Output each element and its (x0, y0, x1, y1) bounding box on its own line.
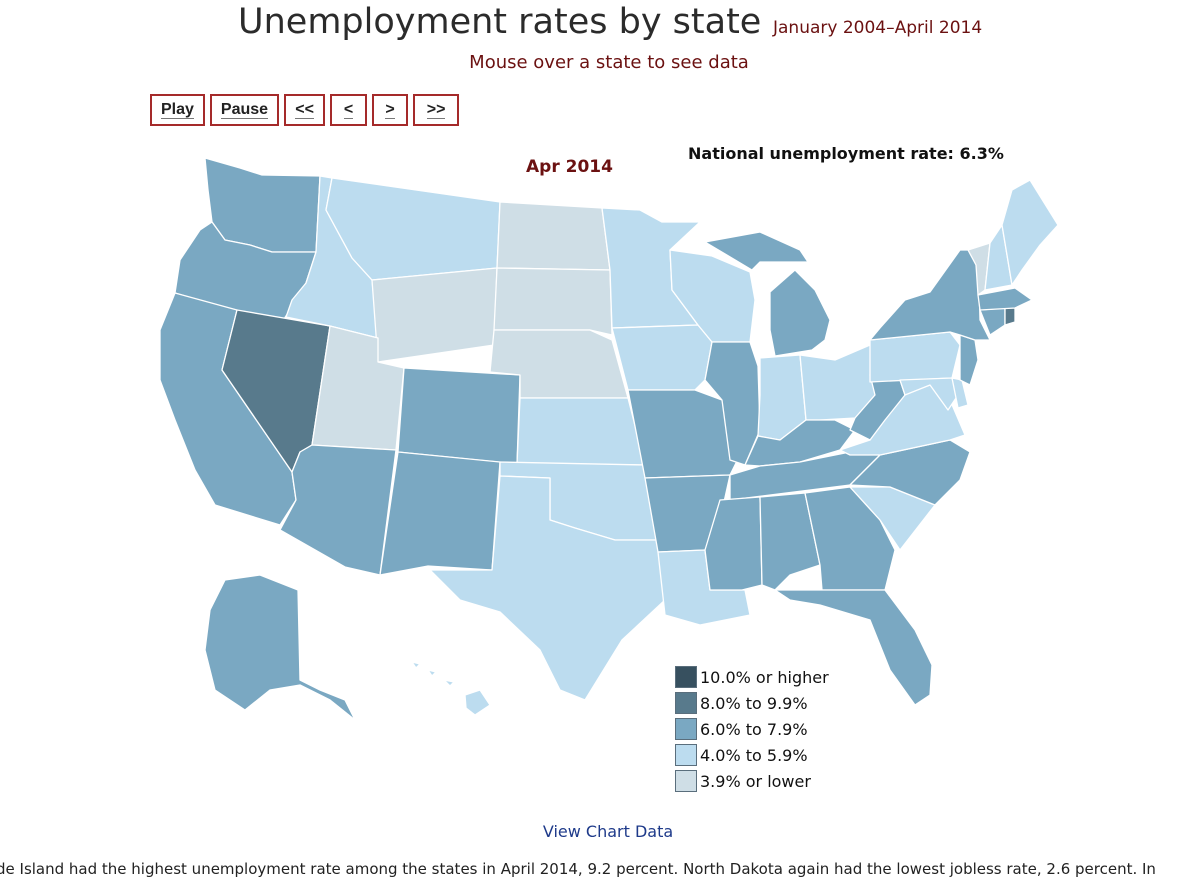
current-month-label: Apr 2014 (526, 157, 613, 177)
page-title: Unemployment rates by state (238, 2, 762, 42)
legend-swatch (675, 744, 697, 766)
instruction-text: Mouse over a state to see data (469, 52, 749, 73)
state-new-york[interactable] (869, 249, 991, 341)
play-button[interactable]: Play (150, 94, 205, 126)
state-alaska[interactable] (204, 574, 356, 721)
legend-row-6-to-7-9: 6.0% to 7.9% (675, 716, 829, 742)
legend-label: 6.0% to 7.9% (700, 719, 808, 739)
state-south-dakota[interactable] (493, 267, 613, 336)
last-button[interactable]: >> (413, 94, 460, 126)
state-florida[interactable] (774, 589, 933, 706)
state-iowa[interactable] (611, 324, 713, 391)
last-button-label: >> (426, 101, 446, 119)
next-button-label: > (385, 101, 395, 119)
playback-controls: Play Pause << < > >> (150, 94, 460, 126)
next-button[interactable]: > (372, 94, 409, 126)
legend-label: 4.0% to 5.9% (700, 745, 808, 765)
legend-swatch (675, 692, 697, 714)
footer-text: de Island had the highest unemployment r… (0, 860, 1156, 878)
state-wyoming[interactable] (371, 267, 498, 363)
state-new-jersey[interactable] (959, 334, 979, 386)
legend-row-8-to-9-9: 8.0% to 9.9% (675, 690, 829, 716)
state-texas[interactable] (429, 475, 666, 701)
state-delaware[interactable] (951, 377, 969, 409)
legend-label: 3.9% or lower (700, 771, 811, 791)
play-button-label: Play (161, 101, 194, 119)
legend-row-10-plus: 10.0% or higher (675, 664, 829, 690)
state-hawaii[interactable] (411, 661, 491, 716)
legend-row-4-to-5-9: 4.0% to 5.9% (675, 742, 829, 768)
previous-button-label: < (343, 101, 354, 119)
previous-button[interactable]: < (330, 94, 368, 126)
national-rate-label: National unemployment rate: 6.3% (688, 144, 1004, 163)
legend-swatch (675, 770, 697, 792)
state-pennsylvania[interactable] (869, 331, 961, 383)
state-michigan[interactable] (704, 231, 831, 357)
view-chart-data-link[interactable]: View Chart Data (542, 822, 674, 841)
state-maine[interactable] (1001, 179, 1059, 286)
date-range: January 2004–April 2014 (773, 18, 983, 38)
state-colorado[interactable] (397, 367, 521, 465)
legend-row-3-9-lower: 3.9% or lower (675, 768, 829, 794)
state-arizona[interactable] (279, 444, 397, 576)
state-kansas[interactable] (516, 397, 646, 466)
legend-label: 8.0% to 9.9% (700, 693, 808, 713)
state-north-dakota[interactable] (496, 201, 611, 271)
legend-swatch (675, 718, 697, 740)
legend-swatch (675, 666, 697, 688)
pause-button[interactable]: Pause (209, 94, 280, 126)
first-button-label: << (295, 101, 314, 119)
legend-label: 10.0% or higher (700, 667, 829, 687)
first-button[interactable]: << (284, 94, 326, 126)
state-massachusetts[interactable] (977, 287, 1033, 311)
state-new-mexico[interactable] (379, 451, 501, 576)
map-legend: 10.0% or higher 8.0% to 9.9% 6.0% to 7.9… (675, 664, 829, 794)
pause-button-label: Pause (220, 101, 269, 119)
state-rhode-island[interactable] (1004, 307, 1016, 326)
state-vermont[interactable] (967, 242, 991, 296)
